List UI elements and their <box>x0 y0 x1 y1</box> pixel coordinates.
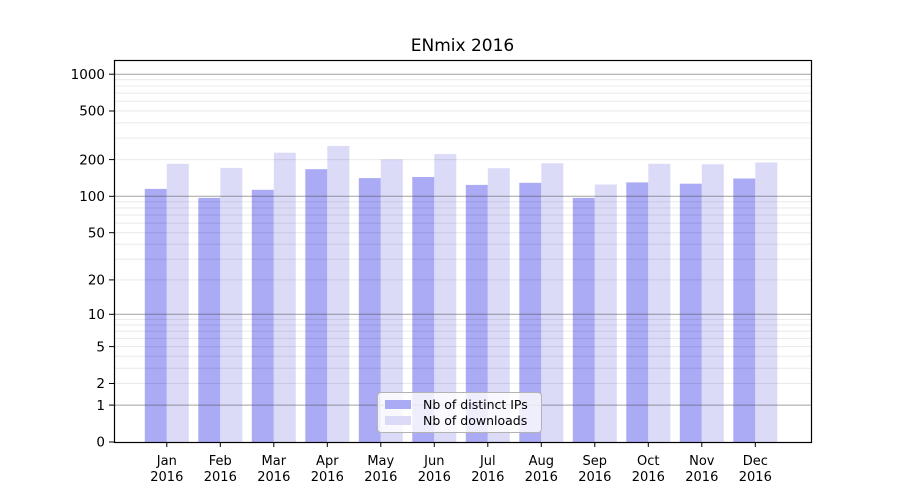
legend-swatch-distinct-ips <box>385 399 411 409</box>
x-label-year-nov: 2016 <box>685 470 718 485</box>
bar-downloads-dec <box>755 162 778 442</box>
x-label-month-jan: Jan <box>156 454 177 469</box>
bar-downloads-feb <box>220 167 243 442</box>
bar-distinct-ips-jan <box>144 188 167 442</box>
y-tick-label-2: 2 <box>96 376 105 392</box>
x-label-year-jan: 2016 <box>150 470 183 485</box>
bar-distinct-ips-jun <box>412 177 435 442</box>
bar-distinct-ips-dec <box>733 178 756 442</box>
y-tick-label-0: 0 <box>96 435 105 451</box>
bar-downloads-jan <box>166 163 189 443</box>
x-label-year-apr: 2016 <box>311 470 344 485</box>
bar-distinct-ips-apr <box>305 169 328 442</box>
x-label-month-sep: Sep <box>583 454 608 469</box>
bar-distinct-ips-oct <box>626 182 649 442</box>
x-label-year-feb: 2016 <box>204 470 237 485</box>
plot-frame <box>113 59 813 444</box>
bar-distinct-ips-aug <box>519 182 542 443</box>
legend-label-downloads: Nb of downloads <box>423 413 528 429</box>
y-tick-label-1000: 1000 <box>71 67 105 83</box>
bar-distinct-ips-nov <box>679 183 702 442</box>
legend-label-distinct-ips: Nb of distinct IPs <box>423 396 528 412</box>
x-label-month-jun: Jun <box>423 454 444 469</box>
bar-downloads-nov <box>701 164 724 443</box>
y-tick-label-200: 200 <box>79 152 105 168</box>
bar-downloads-sep <box>594 184 617 442</box>
legend-swatch-downloads <box>385 416 411 426</box>
bar-downloads-may <box>380 159 403 442</box>
x-label-month-oct: Oct <box>637 454 659 469</box>
bar-downloads-jun <box>434 154 457 442</box>
x-label-month-dec: Dec <box>743 454 768 469</box>
bar-distinct-ips-feb <box>198 197 221 442</box>
bar-downloads-aug <box>541 163 564 442</box>
y-tick-label-10: 10 <box>88 307 105 323</box>
x-label-month-jul: Jul <box>479 454 496 469</box>
y-tick-label-500: 500 <box>79 104 105 120</box>
x-label-month-may: May <box>367 454 394 469</box>
x-label-year-jun: 2016 <box>418 470 451 485</box>
legend: Nb of distinct IPs Nb of downloads <box>377 392 542 433</box>
bar-distinct-ips-jul <box>465 184 488 442</box>
bar-downloads-apr <box>327 145 350 442</box>
x-label-year-dec: 2016 <box>739 470 772 485</box>
x-label-year-may: 2016 <box>364 470 397 485</box>
legend-item-downloads: Nb of downloads <box>385 413 534 428</box>
y-tick-label-5: 5 <box>96 339 105 355</box>
legend-item-distinct-ips: Nb of distinct IPs <box>385 397 534 412</box>
bar-downloads-jul <box>487 168 510 442</box>
bar-distinct-ips-sep <box>572 197 595 442</box>
x-label-year-oct: 2016 <box>632 470 665 485</box>
x-label-month-nov: Nov <box>689 454 715 469</box>
x-label-month-aug: Aug <box>529 454 554 469</box>
bar-distinct-ips-may <box>358 178 381 442</box>
x-label-year-jul: 2016 <box>471 470 504 485</box>
x-label-month-apr: Apr <box>316 454 339 469</box>
bar-downloads-mar <box>273 152 296 442</box>
x-label-year-sep: 2016 <box>578 470 611 485</box>
x-label-month-mar: Mar <box>262 454 287 469</box>
y-tick-label-50: 50 <box>88 225 105 241</box>
x-label-year-aug: 2016 <box>525 470 558 485</box>
x-label-month-feb: Feb <box>209 454 232 469</box>
bar-downloads-oct <box>648 163 671 443</box>
chart-title: ENmix 2016 <box>410 36 515 56</box>
y-tick-label-100: 100 <box>79 189 105 205</box>
y-tick-label-20: 20 <box>88 273 105 289</box>
y-tick-label-1: 1 <box>96 398 105 414</box>
x-label-year-mar: 2016 <box>257 470 290 485</box>
bar-distinct-ips-mar <box>251 189 274 442</box>
